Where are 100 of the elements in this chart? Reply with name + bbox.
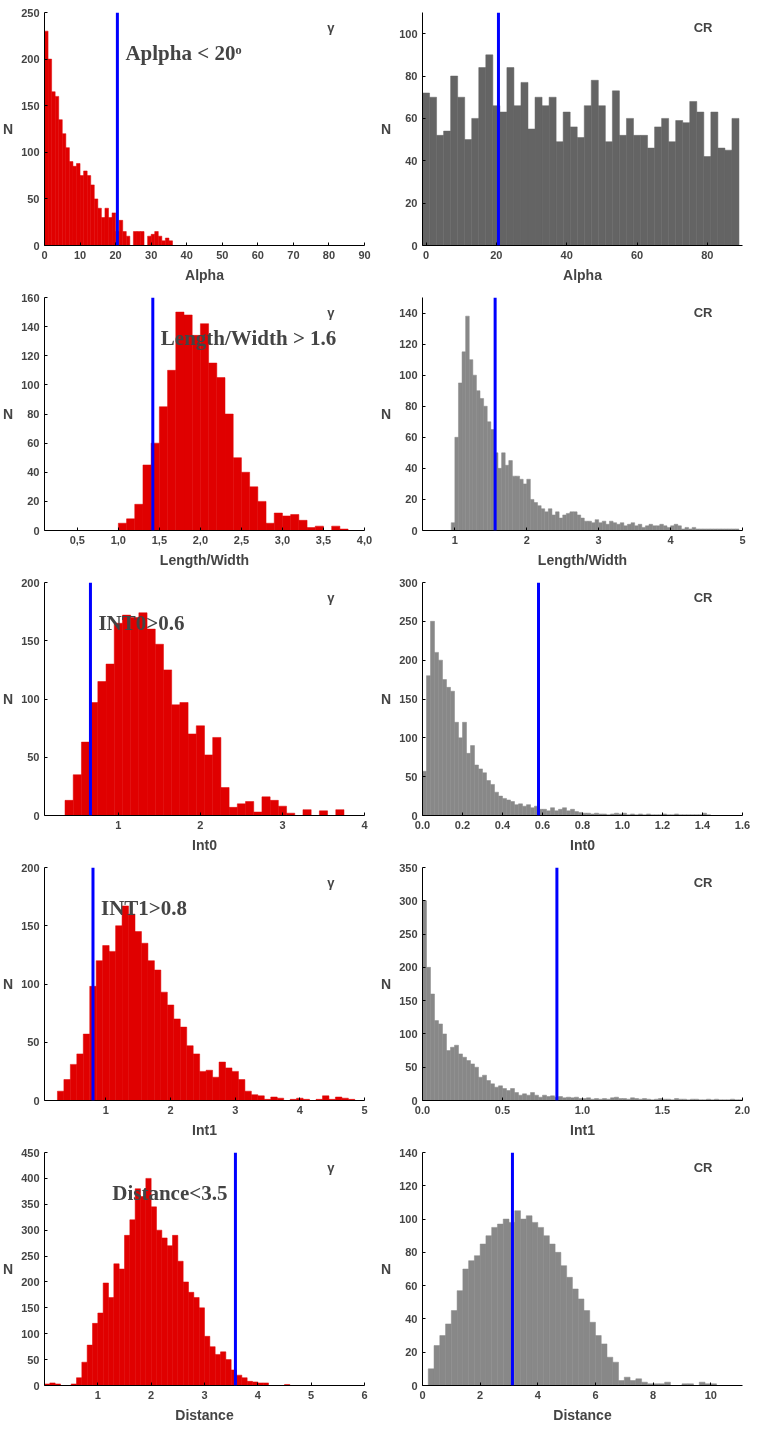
y-tick-label: 150 [21, 919, 40, 932]
y-tick-label: 20 [405, 1346, 418, 1359]
x-axis-title: Int0 [192, 836, 218, 853]
y-tick-label: 350 [399, 861, 418, 874]
y-tick-label: 40 [405, 462, 418, 475]
x-tick-label: 0 [419, 1388, 426, 1401]
y-tick-label: 20 [405, 197, 418, 210]
y-tick-label: 200 [21, 576, 40, 589]
y-tick-label: 200 [399, 654, 418, 667]
x-tick-label: 5 [308, 1388, 315, 1401]
x-tick-label: 0 [422, 248, 430, 261]
annotation: γ [327, 874, 336, 890]
y-tick-label: 50 [27, 1353, 40, 1366]
x-tick-label: 10 [704, 1388, 717, 1401]
x-tick-label: 1 [94, 1388, 101, 1401]
y-tick-label: 100 [399, 369, 418, 382]
annotation: γ [327, 589, 336, 605]
y-tick-label: 300 [21, 1224, 40, 1237]
x-tick-label: 3 [279, 818, 286, 831]
annotation: CR [693, 1159, 714, 1175]
annotation: CR [693, 19, 714, 35]
y-tick-label: 140 [399, 1146, 418, 1159]
y-tick-label: 200 [399, 961, 418, 974]
y-tick-label: 250 [399, 615, 418, 628]
y-tick-label: 100 [21, 693, 40, 705]
y-tick-label: 0 [33, 1094, 40, 1107]
y-tick-label: 120 [399, 1179, 418, 1192]
y-tick-label: 300 [399, 576, 418, 589]
y-tick-label: 160 [21, 291, 40, 304]
y-tick-label: 40 [405, 154, 418, 167]
x-tick-label: 2,5 [233, 533, 250, 546]
y-tick-label: 150 [21, 1301, 40, 1314]
x-tick-label: 1.5 [654, 1103, 671, 1116]
y-tick-label: 350 [21, 1198, 40, 1211]
x-tick-label: 2 [197, 818, 204, 831]
y-tick-label: 250 [399, 928, 418, 941]
y-tick-label: 80 [405, 400, 418, 413]
x-tick-label: 1,5 [151, 533, 168, 546]
x-axis-title: Alpha [563, 266, 603, 283]
x-tick-label: 2 [477, 1388, 484, 1401]
x-tick-label: 3 [595, 533, 602, 546]
y-axis-title: N [3, 406, 14, 422]
y-tick-label: 150 [399, 693, 418, 705]
y-tick-label: 150 [21, 634, 40, 647]
y-tick-label: 50 [405, 770, 418, 783]
y-tick-label: 200 [21, 53, 40, 66]
y-tick-label: 0 [33, 809, 40, 822]
x-tick-label: 50 [216, 248, 229, 261]
x-axis-title: Distance [553, 1406, 612, 1423]
x-tick-label: 0.6 [534, 818, 551, 831]
x-tick-label: 2 [148, 1388, 155, 1401]
ref-line-label: INT1>0.8 [100, 895, 188, 920]
y-tick-label: 120 [21, 349, 40, 362]
x-tick-label: 2 [167, 1103, 174, 1116]
y-axis-title: N [381, 1261, 392, 1277]
y-tick-label: 150 [399, 994, 418, 1007]
x-tick-label: 1.4 [694, 818, 712, 831]
x-axis-title: Int1 [570, 1121, 596, 1138]
x-tick-label: 10 [73, 248, 87, 261]
y-tick-label: 60 [405, 431, 418, 444]
y-tick-label: 120 [399, 338, 418, 351]
y-tick-label: 20 [405, 493, 418, 506]
x-tick-label: 0.2 [454, 818, 471, 831]
y-tick-label: 0 [411, 524, 418, 537]
y-axis-title: N [3, 691, 14, 707]
x-axis-title: Length/Width [537, 551, 628, 568]
y-tick-label: 50 [27, 192, 40, 205]
y-tick-label: 200 [21, 861, 40, 874]
x-tick-label: 40 [560, 248, 573, 261]
y-tick-label: 50 [27, 1036, 40, 1049]
x-tick-label: 2.0 [734, 1103, 751, 1116]
y-axis-title: N [3, 121, 14, 137]
x-axis-title: Int0 [570, 836, 596, 853]
y-tick-label: 0 [411, 1379, 418, 1392]
x-tick-label: 60 [251, 248, 264, 261]
y-tick-label: 100 [399, 731, 418, 744]
x-tick-label: 5 [361, 1103, 368, 1116]
x-tick-label: 6 [592, 1388, 599, 1401]
annotation: γ [327, 304, 336, 320]
x-tick-label: 20 [490, 248, 503, 261]
annotation: γ [327, 1159, 336, 1175]
y-axis-title: N [381, 121, 392, 137]
x-tick-label: 1.2 [654, 818, 671, 831]
x-tick-label: 4 [534, 1388, 542, 1401]
y-tick-label: 60 [405, 1279, 418, 1292]
x-tick-label: 0.8 [574, 818, 591, 831]
x-axis-title: Distance [175, 1406, 234, 1423]
x-tick-label: 4,0 [356, 533, 373, 546]
x-tick-label: 0,5 [69, 533, 85, 546]
y-tick-label: 150 [21, 99, 40, 112]
x-tick-label: 1 [102, 1103, 109, 1116]
y-tick-label: 100 [399, 1213, 418, 1226]
y-axis-title: N [3, 976, 14, 992]
annotation: γ [327, 19, 336, 35]
x-tick-label: 20 [109, 248, 122, 261]
y-tick-label: 50 [27, 751, 40, 764]
x-axis-title: Length/Width [159, 551, 250, 568]
y-axis-title: N [381, 406, 392, 422]
y-tick-label: 250 [21, 1250, 40, 1263]
y-tick-label: 80 [405, 70, 418, 83]
